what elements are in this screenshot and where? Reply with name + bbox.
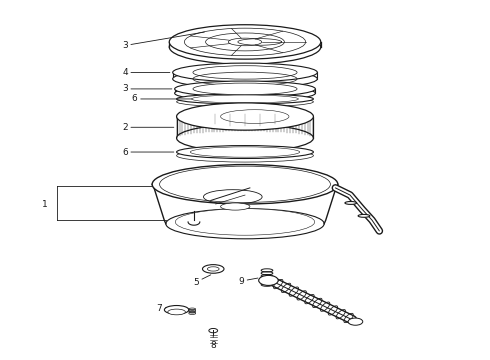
Ellipse shape <box>259 275 278 285</box>
Text: 2: 2 <box>122 123 174 132</box>
Text: 3: 3 <box>122 32 204 50</box>
Text: 8: 8 <box>210 335 216 350</box>
Ellipse shape <box>172 69 318 88</box>
Ellipse shape <box>345 202 357 204</box>
Ellipse shape <box>176 125 314 152</box>
Text: 7: 7 <box>157 304 178 313</box>
Ellipse shape <box>175 209 315 235</box>
Ellipse shape <box>176 97 314 107</box>
Ellipse shape <box>176 145 314 158</box>
Ellipse shape <box>209 328 218 333</box>
Ellipse shape <box>164 306 189 314</box>
Text: 9: 9 <box>238 276 258 285</box>
Text: 1: 1 <box>42 199 48 208</box>
Ellipse shape <box>176 94 314 104</box>
Text: 6: 6 <box>122 148 174 157</box>
Ellipse shape <box>152 165 338 204</box>
Ellipse shape <box>220 203 250 210</box>
Ellipse shape <box>169 25 321 59</box>
Text: 3: 3 <box>122 84 172 93</box>
Ellipse shape <box>176 149 314 162</box>
Text: 5: 5 <box>193 275 211 287</box>
Ellipse shape <box>358 215 370 217</box>
Ellipse shape <box>174 85 316 101</box>
Ellipse shape <box>174 81 316 97</box>
Ellipse shape <box>160 166 330 202</box>
Ellipse shape <box>348 318 363 325</box>
Ellipse shape <box>168 309 185 315</box>
Ellipse shape <box>169 30 321 64</box>
Ellipse shape <box>207 267 219 271</box>
Ellipse shape <box>192 95 298 103</box>
Text: 4: 4 <box>122 68 170 77</box>
Ellipse shape <box>172 63 318 82</box>
Ellipse shape <box>176 103 314 130</box>
Ellipse shape <box>190 147 300 157</box>
Ellipse shape <box>202 265 224 273</box>
Ellipse shape <box>193 83 297 95</box>
Ellipse shape <box>166 209 324 239</box>
Ellipse shape <box>193 66 297 79</box>
Text: 6: 6 <box>132 94 208 103</box>
